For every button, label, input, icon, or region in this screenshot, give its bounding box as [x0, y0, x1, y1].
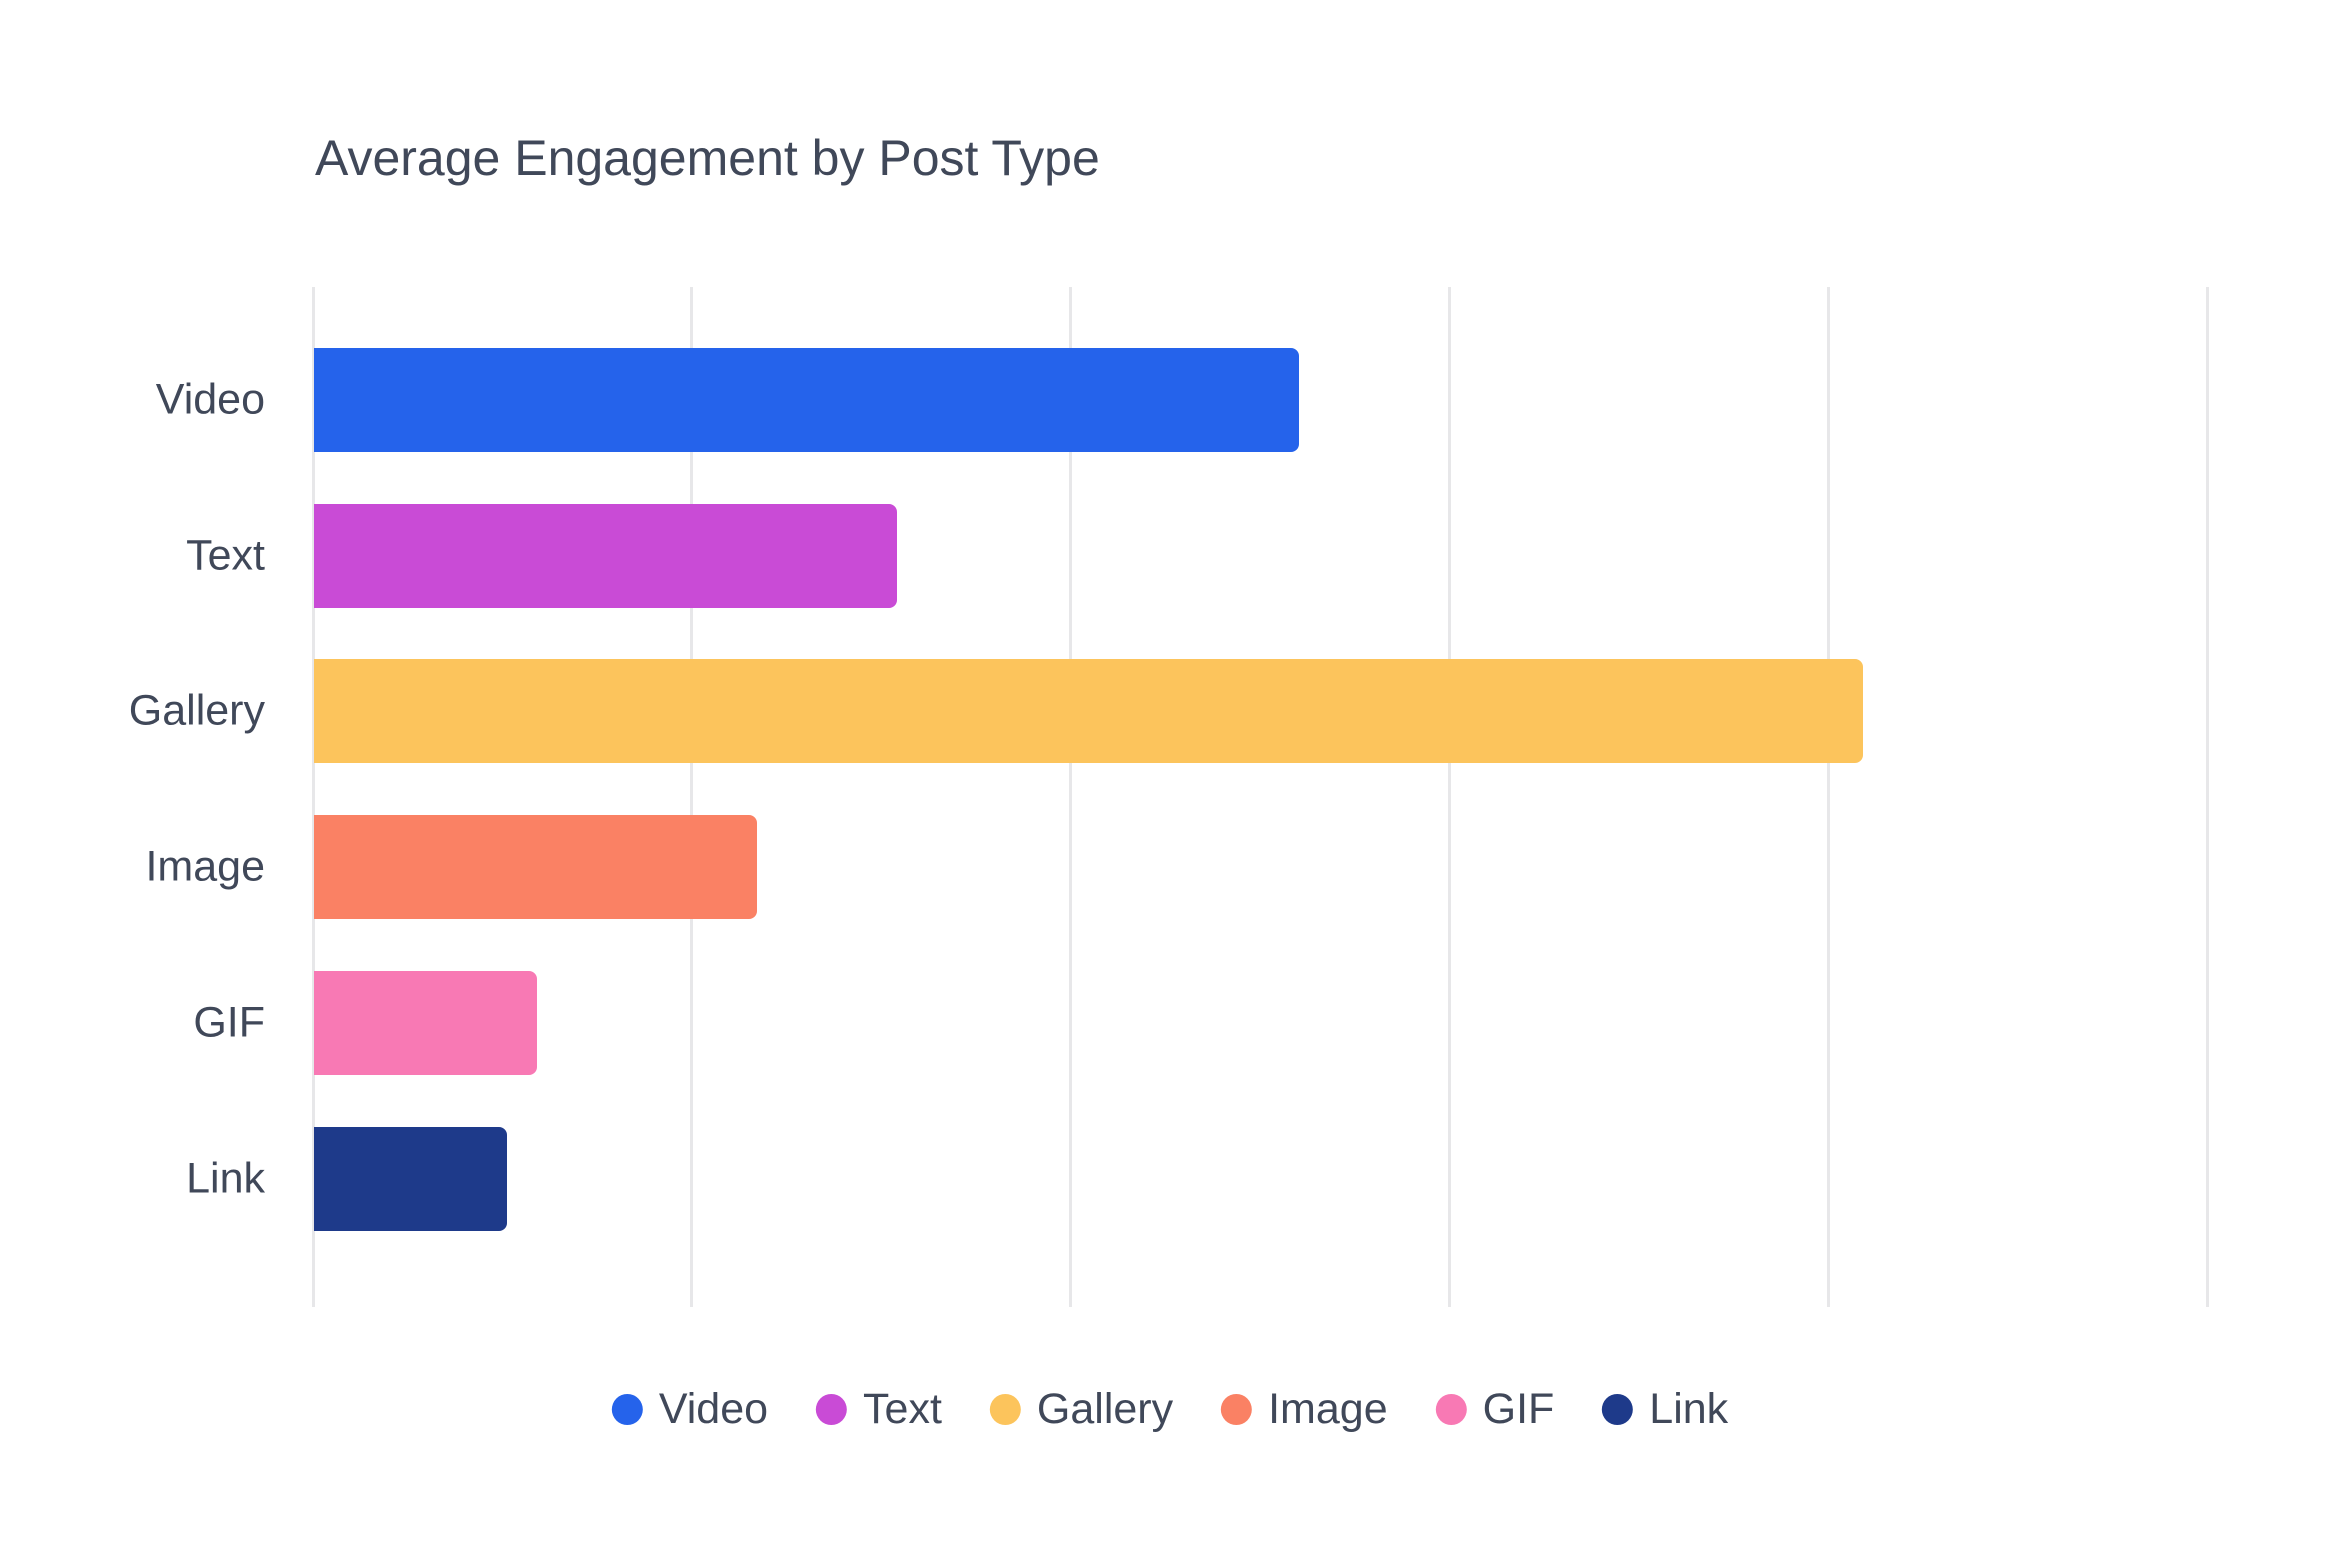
- category-label: GIF: [193, 998, 265, 1047]
- bar-image[interactable]: [314, 815, 758, 920]
- legend-color-dot: [1602, 1394, 1634, 1425]
- gridline: [2205, 287, 2209, 1307]
- legend-item-image[interactable]: Image: [1221, 1388, 1388, 1431]
- legend-color-dot: [611, 1394, 643, 1425]
- bar-text[interactable]: [314, 503, 898, 608]
- category-label: Text: [186, 531, 265, 580]
- legend-item-link[interactable]: Link: [1602, 1388, 1728, 1431]
- legend-color-dot: [1221, 1394, 1253, 1425]
- legend-item-video[interactable]: Video: [611, 1385, 769, 1433]
- legend: Video Text Gallery Image GIF Link: [611, 1385, 1728, 1433]
- legend-item-gif[interactable]: GIF: [1435, 1385, 1555, 1433]
- legend-label: Gallery: [1036, 1385, 1174, 1433]
- category-label: Link: [186, 1154, 265, 1203]
- legend-item-text[interactable]: Text: [816, 1388, 942, 1431]
- gridline: [690, 287, 694, 1307]
- legend-label: Link: [1649, 1385, 1729, 1433]
- chart-title: Average Engagement by Post Type: [315, 130, 1100, 186]
- bar-link[interactable]: [314, 1126, 508, 1231]
- gridline: [1826, 287, 1830, 1307]
- legend-label: GIF: [1482, 1385, 1555, 1433]
- legend-label: Video: [658, 1385, 769, 1433]
- legend-color-dot: [989, 1394, 1021, 1425]
- legend-item-gallery[interactable]: Gallery: [989, 1385, 1174, 1433]
- category-label: Image: [145, 842, 265, 891]
- bar-gallery[interactable]: [314, 659, 1864, 764]
- gridline: [1447, 287, 1451, 1307]
- legend-color-dot: [816, 1394, 848, 1425]
- bar-video[interactable]: [314, 348, 1299, 452]
- legend-label: Image: [1268, 1385, 1388, 1433]
- category-label: Video: [155, 375, 265, 424]
- category-label: Gallery: [128, 686, 265, 735]
- legend-label: Text: [863, 1385, 942, 1433]
- gridline: [311, 287, 315, 1307]
- bar-gif[interactable]: [314, 970, 538, 1075]
- gridline: [1069, 287, 1073, 1307]
- legend-color-dot: [1435, 1394, 1467, 1425]
